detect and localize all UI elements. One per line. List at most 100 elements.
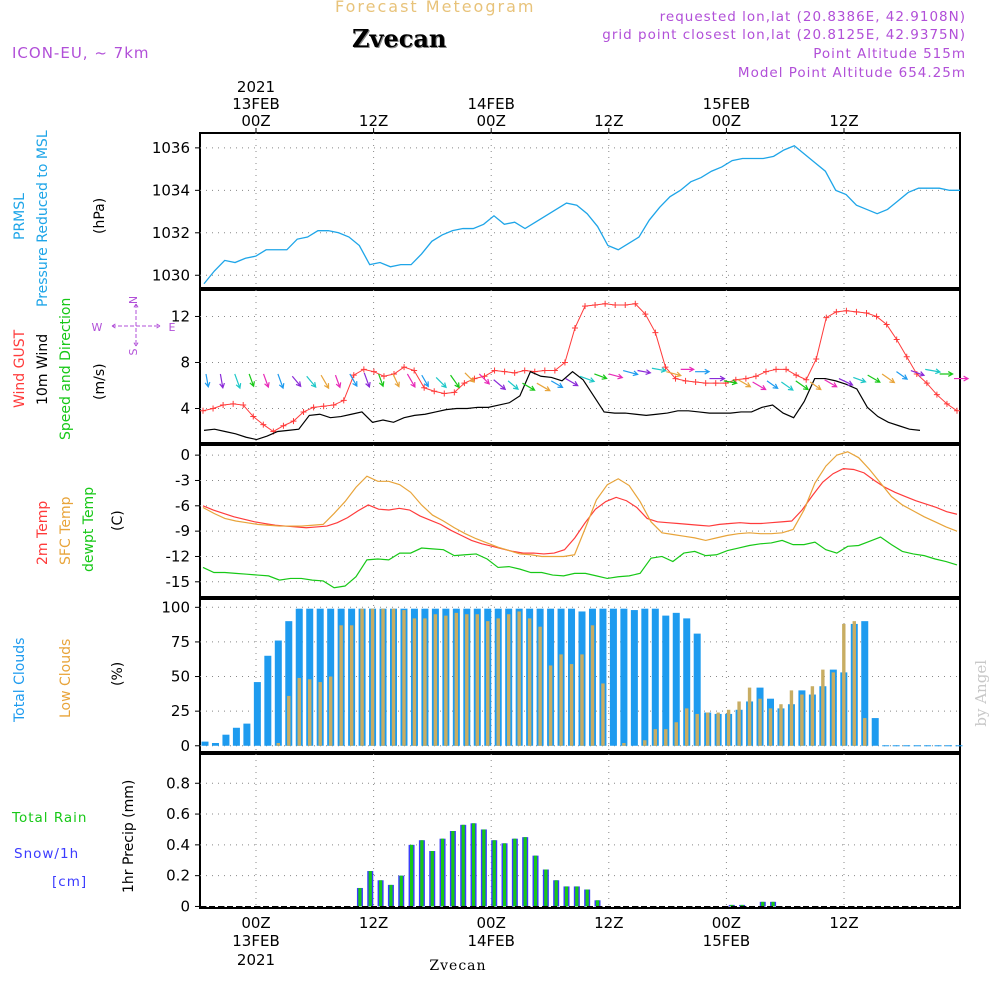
wind-arrow [622,369,639,377]
gust-marker [712,380,719,387]
rain-bar [730,904,734,907]
gust-marker [401,364,408,371]
point-altitude: Point Altitude 515m [813,46,966,62]
bottom-tick-label: 12Z [594,914,623,932]
total-cloud-bar [253,682,261,746]
gust-marker [561,359,568,366]
gust-marker [803,376,810,383]
wind-arrow [248,373,255,388]
bottom-tick-label: 12Z [359,914,388,932]
low-cloud-bar [821,669,825,746]
gust-marker [612,301,619,308]
low-cloud-bar [538,626,542,746]
low-cloud-bar [433,614,438,746]
prmsl-line [203,144,960,285]
wind-arrow [809,381,822,391]
gust-marker [481,373,488,380]
low-cloud-bar [705,712,710,746]
low-cloud-bar [370,608,375,746]
ylabel-wind10m: 10m Wind [35,334,51,405]
bottom-tick-label: 00Z [241,914,270,932]
low-cloud-bar [559,654,563,746]
y-tick-label: 1032 [152,224,190,242]
total-cloud-bar [662,615,670,746]
panel-pressure: 1030 1032 1034 1036 PRMSL Pressure Reduced to… [12,130,961,307]
rain-bar [575,886,579,907]
wind-arrow [204,373,211,389]
wind-arrow [637,369,652,375]
wind-arrow [306,375,317,388]
low-cloud-bar [328,676,333,746]
top-tick-label: 12Z [359,112,388,130]
wind-arrow [680,366,695,373]
wind-arrow [910,369,926,377]
rain-bar [420,840,424,907]
low-cloud-bar [789,690,794,746]
gust-marker [632,300,639,307]
rain-bar [585,889,589,907]
total-cloud-bar [599,608,607,746]
legend-total-rain: Total Rain [12,810,88,826]
gust-marker [310,404,317,411]
low-cloud-bar [674,722,678,746]
gust-marker [461,380,468,387]
total-cloud-bar [620,608,628,746]
gust-marker [752,373,759,380]
gust-marker [471,375,478,382]
gust-marker [220,402,227,409]
wind-arrow [536,382,551,392]
gust-marker [943,400,950,407]
ylabel-total-clouds: Total Clouds [12,638,28,723]
wind-arrow [291,375,302,388]
total-cloud-bar [243,723,251,746]
wind-arrow [493,379,507,391]
model-label: ICON-EU, ~ 7km [12,44,150,62]
rain-bar [368,871,372,907]
gust-marker [330,402,337,409]
low-cloud-bar [318,682,322,746]
wind-arrow [925,368,942,375]
wind-arrow [723,379,738,386]
low-cloud-bar [444,615,448,746]
gust-marker [441,390,448,397]
top-tick-label: 14FEB [467,95,514,113]
legend-snow-unit: [cm] [52,874,88,890]
top-tick-label: 15FEB [703,95,750,113]
y-tick-label: 8 [180,353,190,371]
ylabel-precip: 1hr Precip (mm) [121,780,137,893]
wind-arrow [421,374,429,388]
low-cloud-bar [412,618,417,746]
total-cloud-bar [641,608,649,746]
wind-arrow [363,372,371,389]
y-tick-label: -12 [166,547,191,565]
low-cloud-bar [308,679,312,746]
y-tick-label: 0 [180,897,190,915]
low-cloud-bar [726,709,731,746]
bottom-tick-label: 13FEB [232,932,279,950]
low-cloud-bar [747,687,752,746]
wind-arrow [334,374,342,389]
gust-marker [823,314,830,321]
gust-marker [592,301,599,308]
wind-arrow [824,379,838,388]
low-cloud-bar [465,614,469,746]
low-cloud-bar [486,621,490,746]
sfc-line [202,451,958,558]
y-tick-label: -6 [175,497,190,515]
wind-arrow [752,381,767,391]
gust-marker [843,307,850,314]
wind-arrow [507,380,519,391]
wind-arrow [709,375,726,382]
dewpt-line [202,536,958,589]
wind-arrow [881,373,896,384]
gust-marker [933,391,940,398]
gust-marker [883,321,890,328]
total-cloud-bar [222,734,230,746]
panel-frame [199,753,961,909]
gust-marker [662,364,669,371]
low-cloud-bar [423,618,427,746]
low-cloud-bar [360,608,364,746]
total-cloud-bar [201,741,209,746]
wind-arrow [608,373,624,380]
